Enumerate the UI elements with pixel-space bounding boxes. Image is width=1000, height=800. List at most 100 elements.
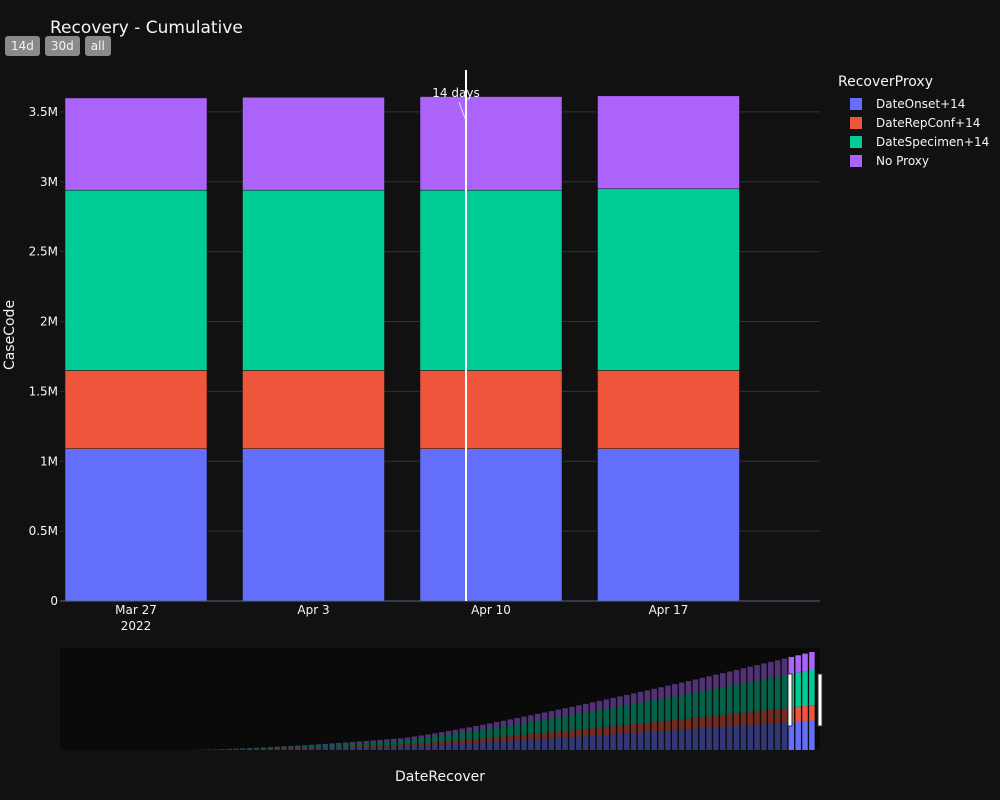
x-tick-year-label: 2022 xyxy=(121,619,152,633)
slider-bar-segment xyxy=(377,745,383,747)
slider-bar-segment xyxy=(336,747,342,750)
slider-bar-segment xyxy=(528,715,534,722)
bar-segment[interactable] xyxy=(64,97,208,191)
legend-item-dateonset[interactable]: DateOnset+14 xyxy=(838,94,989,113)
bar-segment[interactable] xyxy=(597,370,740,449)
slider-bar-segment xyxy=(391,740,397,745)
slider-bar-segment xyxy=(678,695,685,720)
slider-bar-segment xyxy=(706,689,712,717)
slider-bar-segment xyxy=(514,723,520,736)
range-30d-button[interactable]: 30d xyxy=(44,36,80,56)
slider-bar-segment xyxy=(500,726,507,737)
bar-segment[interactable] xyxy=(597,95,740,190)
slider-bar-segment xyxy=(740,668,747,684)
slider-bar-segment xyxy=(370,740,376,743)
bar-segment[interactable] xyxy=(242,96,385,191)
bar-segment[interactable] xyxy=(242,189,385,371)
slider-bar-segment xyxy=(740,683,747,713)
slider-bar-segment xyxy=(295,746,301,748)
slider-bar-segment xyxy=(534,733,541,740)
slider-bar-segment xyxy=(576,736,582,750)
slider-bar-segment xyxy=(699,677,705,692)
slider-bar-segment xyxy=(582,736,589,750)
slider-bar-segment xyxy=(247,748,253,750)
bar-segment[interactable] xyxy=(419,189,563,371)
slider-bar-segment xyxy=(726,726,733,750)
slider-bar-segment xyxy=(555,731,562,738)
range-all-button[interactable]: all xyxy=(84,36,111,56)
slider-bar-segment xyxy=(425,737,431,743)
slider-bar-segment xyxy=(439,732,445,736)
bar-segment[interactable] xyxy=(64,370,208,449)
slider-bar-segment xyxy=(233,748,239,750)
slider-bar-segment xyxy=(418,735,424,739)
slider-bar-segment xyxy=(466,727,472,732)
y-tick-label: 0 xyxy=(50,594,58,608)
slider-bar-segment xyxy=(329,743,335,745)
legend-item-no-proxy[interactable]: No Proxy xyxy=(838,151,989,170)
slider-bar-segment xyxy=(384,745,390,747)
y-tick-label: 3.5M xyxy=(29,105,58,119)
range-slider-selection xyxy=(790,648,820,750)
range-slider[interactable] xyxy=(60,648,823,750)
slider-bar-segment xyxy=(610,726,616,735)
bar-segment[interactable] xyxy=(597,188,740,371)
range-slider-handle-left[interactable] xyxy=(787,673,793,727)
range-slider-handle-right[interactable] xyxy=(817,673,823,727)
slider-bar-segment xyxy=(644,701,651,723)
slider-bar-segment xyxy=(445,741,452,745)
slider-bar-segment xyxy=(596,709,603,728)
legend-item-daterepconf[interactable]: DateRepConf+14 xyxy=(838,113,989,132)
slider-bar-segment xyxy=(809,670,815,706)
slider-bar-segment xyxy=(624,724,630,734)
y-axis-title: CaseCode xyxy=(2,300,18,370)
legend-swatch xyxy=(850,135,862,148)
slider-bar-segment xyxy=(582,703,589,713)
slider-bar-segment xyxy=(713,727,719,750)
slider-bar-segment xyxy=(781,708,788,723)
bar-segment[interactable] xyxy=(419,448,563,602)
bar-segment[interactable] xyxy=(64,189,208,371)
slider-bar-segment xyxy=(802,653,808,672)
slider-bar-segment xyxy=(582,728,589,737)
slider-bar-segment xyxy=(528,734,534,740)
range-14d-button[interactable]: 14d xyxy=(5,36,40,56)
slider-bar-segment xyxy=(733,684,740,714)
y-tick-label: 2.5M xyxy=(29,245,58,259)
slider-bar-segment xyxy=(480,724,486,730)
slider-bar-segment xyxy=(500,720,507,727)
slider-bar-segment xyxy=(308,745,315,748)
x-axis-title: DateRecover xyxy=(395,769,485,785)
slider-bar-segment xyxy=(699,691,705,718)
bar-segment[interactable] xyxy=(242,448,385,602)
slider-bar-segment xyxy=(521,739,527,750)
bar-segment[interactable] xyxy=(597,448,740,602)
slider-bar-segment xyxy=(548,711,555,719)
slider-bar-segment xyxy=(665,685,671,698)
slider-bar-segment xyxy=(589,728,596,736)
bar-segment[interactable] xyxy=(419,96,563,191)
slider-bar-segment xyxy=(418,743,424,746)
slider-bar-segment xyxy=(651,700,657,723)
slider-bar-segment xyxy=(562,737,568,750)
slider-bar-segment xyxy=(637,702,644,724)
x-tick-label: Apr 3 xyxy=(297,603,329,617)
slider-bar-segment xyxy=(788,721,795,750)
bar-segment[interactable] xyxy=(242,370,385,449)
slider-bar-segment xyxy=(795,706,801,722)
bar-segment[interactable] xyxy=(419,370,563,449)
slider-bar-segment xyxy=(404,744,411,747)
slider-bar-segment xyxy=(295,745,301,747)
slider-bar-segment xyxy=(747,724,753,750)
slider-bar-segment xyxy=(768,678,774,710)
bar-segment[interactable] xyxy=(64,448,208,602)
slider-bar-segment xyxy=(713,688,719,716)
slider-bar-segment xyxy=(370,747,376,750)
slider-bar-segment xyxy=(706,676,712,690)
slider-bar-segment xyxy=(377,746,383,750)
y-tick-label: 2M xyxy=(40,315,58,329)
slider-bar-segment xyxy=(391,746,397,750)
range-slider-background xyxy=(60,648,820,750)
slider-bar-segment xyxy=(315,747,322,749)
legend-item-datespecimen[interactable]: DateSpecimen+14 xyxy=(838,132,989,151)
